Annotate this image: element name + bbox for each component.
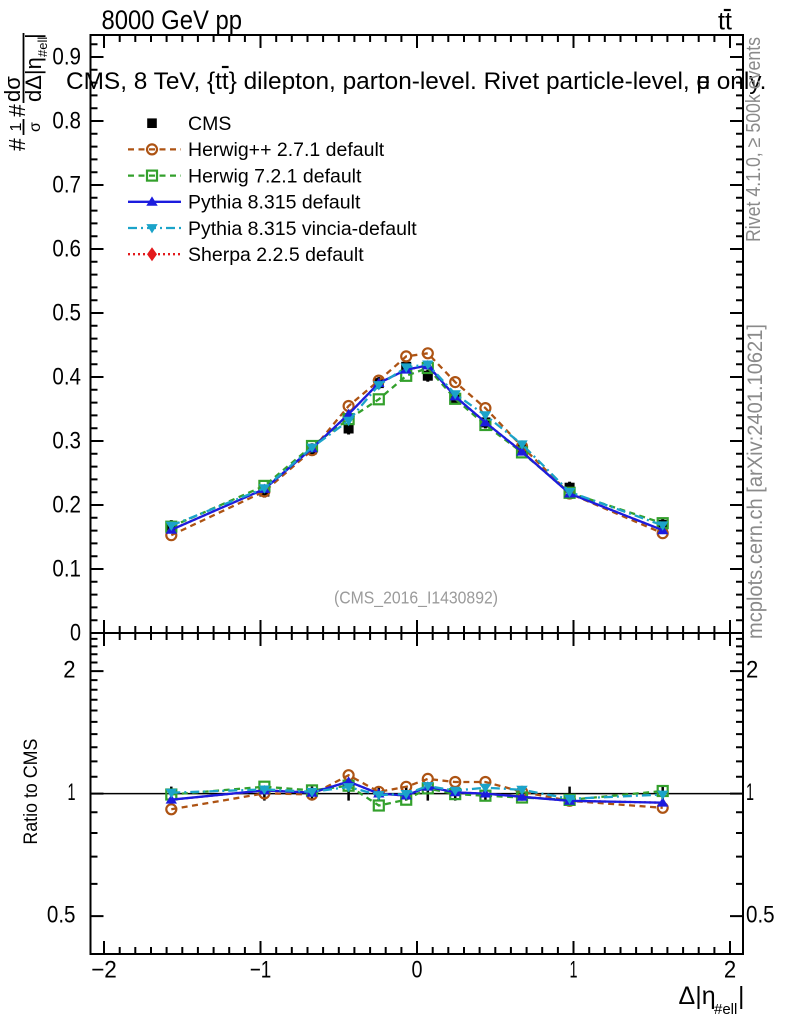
svg-text:2: 2 bbox=[746, 657, 758, 684]
svg-text:2: 2 bbox=[724, 957, 736, 984]
svg-text:0.5: 0.5 bbox=[47, 902, 76, 929]
svg-text:(CMS_2016_I1430892): (CMS_2016_I1430892) bbox=[334, 588, 498, 609]
svg-text:0.5: 0.5 bbox=[52, 300, 81, 327]
svg-text:mcplots.cern.ch [arXiv:2401.10: mcplots.cern.ch [arXiv:2401.10621] bbox=[743, 324, 767, 639]
svg-text:8000 GeV pp: 8000 GeV pp bbox=[102, 5, 243, 35]
svg-text:1: 1 bbox=[746, 779, 754, 806]
svg-text:Sherpa 2.2.5 default: Sherpa 2.2.5 default bbox=[188, 244, 364, 266]
svg-text:tt: tt bbox=[718, 8, 732, 36]
svg-text:0.8: 0.8 bbox=[52, 108, 81, 135]
svg-text:CMS: CMS bbox=[188, 113, 231, 135]
svg-text:0.1: 0.1 bbox=[52, 556, 81, 583]
svg-text:0: 0 bbox=[412, 957, 423, 984]
svg-text:|: | bbox=[21, 33, 46, 39]
svg-text:Rivet 4.1.0, ≥ 500k events: Rivet 4.1.0, ≥ 500k events bbox=[743, 37, 765, 242]
svg-text:1: 1 bbox=[8, 122, 25, 131]
svg-text:|: | bbox=[738, 982, 745, 1010]
svg-text:Herwig 7.2.1 default: Herwig 7.2.1 default bbox=[188, 165, 362, 187]
svg-text:#: # bbox=[4, 138, 30, 151]
svg-text:0.5: 0.5 bbox=[746, 902, 775, 929]
svg-text:0.4: 0.4 bbox=[52, 364, 81, 391]
svg-text:Pythia 8.315 vincia-default: Pythia 8.315 vincia-default bbox=[188, 218, 417, 240]
svg-text:dΔ|η: dΔ|η bbox=[21, 57, 46, 102]
svg-text:#ell: #ell bbox=[714, 1001, 737, 1018]
svg-text:2: 2 bbox=[63, 657, 75, 684]
svg-text:CMS, 8 TeV, {tt} dilepton, par: CMS, 8 TeV, {tt} dilepton, parton-level.… bbox=[66, 68, 766, 95]
svg-text:0.7: 0.7 bbox=[52, 172, 81, 199]
svg-text:−2: −2 bbox=[91, 957, 117, 984]
svg-text:0: 0 bbox=[70, 620, 81, 647]
svg-text:0.6: 0.6 bbox=[52, 236, 81, 263]
svg-text:0.2: 0.2 bbox=[52, 492, 81, 519]
svg-text:1: 1 bbox=[570, 957, 578, 984]
svg-text:σ: σ bbox=[27, 122, 44, 132]
svg-text:−1: −1 bbox=[250, 957, 272, 984]
svg-text:0.9: 0.9 bbox=[52, 44, 81, 71]
svg-text:dσ: dσ bbox=[0, 76, 25, 102]
svg-text:Δ|η: Δ|η bbox=[679, 982, 716, 1010]
svg-text:Pythia 8.315 default: Pythia 8.315 default bbox=[188, 192, 361, 214]
svg-text:0.3: 0.3 bbox=[52, 428, 81, 455]
svg-text:Ratio to CMS: Ratio to CMS bbox=[21, 739, 42, 845]
svg-text:Herwig++ 2.7.1 default: Herwig++ 2.7.1 default bbox=[188, 139, 385, 161]
svg-text:#ell: #ell bbox=[35, 37, 50, 57]
svg-text:#: # bbox=[4, 104, 30, 117]
svg-text:1: 1 bbox=[68, 779, 76, 806]
